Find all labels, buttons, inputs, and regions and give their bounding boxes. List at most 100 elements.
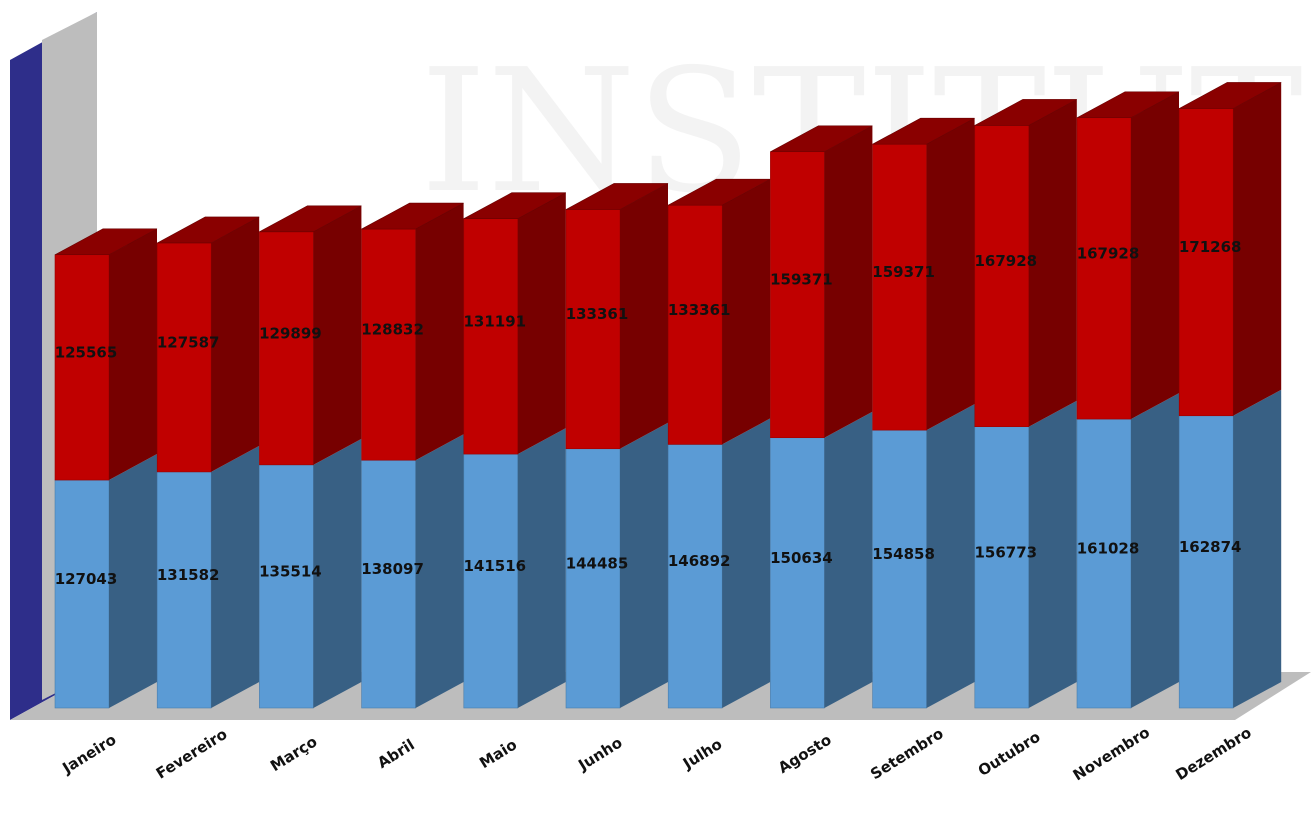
bar-front-maio-1 <box>463 453 519 709</box>
value-labels-layer: 127043 125565 131582 127587 135514 129899 1380… <box>55 238 1242 588</box>
bar-side-agosto-1 <box>824 411 873 708</box>
bar-front-setembro-2 <box>872 143 927 431</box>
value-label-setembro-2: 159371 <box>872 263 935 281</box>
bar-side-fevereiro-1 <box>211 445 260 708</box>
tick-label-agosto: Agosto <box>775 730 835 777</box>
bar-top-maio <box>463 192 566 219</box>
tick-label-marco: Março <box>267 732 320 775</box>
bar-side-janeiro-2 <box>109 228 157 481</box>
bar-side-junho-1 <box>620 422 668 708</box>
bar-side-dezembro-1 <box>1233 389 1282 708</box>
bar-julho-series-1 <box>667 418 771 709</box>
bar-top-agosto <box>770 125 873 153</box>
bar-dezembro-series-2 <box>1178 82 1282 417</box>
bar-novembro-series-1 <box>1076 393 1179 709</box>
bar-front-dezembro-2 <box>1178 108 1234 417</box>
tick-label-outubro: Outubro <box>975 728 1044 780</box>
bar-top-novembro <box>1076 91 1180 119</box>
tick-label-fevereiro: Fevereiro <box>153 725 231 783</box>
bar-side-dezembro-2 <box>1233 82 1282 416</box>
value-label-janeiro-2: 125565 <box>55 343 118 361</box>
bar-side-janeiro-1 <box>109 454 157 708</box>
bar-side-julho-2 <box>722 179 771 445</box>
tick-label-julho: Julho <box>679 735 725 773</box>
value-label-agosto-2: 159371 <box>770 271 833 289</box>
bar-front-janeiro-1 <box>54 479 110 709</box>
tick-label-maio: Maio <box>476 735 520 772</box>
bar-top-abril <box>361 202 464 230</box>
bar-side-setembro-1 <box>926 404 975 708</box>
bar-front-agosto-2 <box>770 151 825 439</box>
tick-label-janeiro: Janeiro <box>59 730 120 777</box>
bar-janeiro-series-1 <box>54 454 157 709</box>
value-label-novembro-2: 167928 <box>1077 244 1140 262</box>
bar-julho-series-2 <box>667 179 771 445</box>
bar-front-outubro-2 <box>974 125 1030 428</box>
value-label-dezembro-1: 162874 <box>1179 538 1242 556</box>
value-label-outubro-2: 167928 <box>974 252 1037 270</box>
bar-front-agosto-1 <box>770 437 825 709</box>
bar-novembro-series-2 <box>1076 91 1179 420</box>
value-label-setembro-1: 154858 <box>872 545 935 563</box>
bar-front-setembro-1 <box>872 429 927 709</box>
value-label-novembro-1: 161028 <box>1077 540 1140 558</box>
tick-label-dezembro: Dezembro <box>1172 723 1254 784</box>
bar-abril-series-2 <box>361 203 464 461</box>
value-label-junho-1: 144485 <box>566 554 629 572</box>
bar-front-outubro-1 <box>974 426 1030 709</box>
bar-front-junho-1 <box>565 448 621 709</box>
value-label-fevereiro-1: 131582 <box>157 566 220 584</box>
bar-front-dezembro-1 <box>1178 415 1234 709</box>
bar-junho-series-1 <box>565 422 668 709</box>
bar-side-marco-1 <box>313 438 362 708</box>
tick-label-abril: Abril <box>374 736 417 772</box>
bar-agosto-series-1 <box>770 411 873 709</box>
bar-side-setembro-2 <box>926 118 975 431</box>
bar-side-outubro-1 <box>1028 400 1077 708</box>
bar-front-abril-2 <box>361 228 416 461</box>
bar-janeiro-series-2 <box>54 228 157 481</box>
bar-front-novembro-2 <box>1076 117 1132 420</box>
bar-front-marco-2 <box>259 231 314 466</box>
category-axis: Janeiro Fevereiro Março Abril Maio Junho Julho… <box>59 723 1255 784</box>
value-label-abril-2: 128832 <box>361 321 424 339</box>
bar-abril-series-1 <box>361 434 464 709</box>
bar-side-outubro-2 <box>1028 99 1077 427</box>
value-label-outubro-1: 156773 <box>974 543 1037 561</box>
bar-front-novembro-1 <box>1076 418 1132 709</box>
tick-label-novembro: Novembro <box>1070 723 1153 784</box>
bar-side-agosto-2 <box>824 125 873 438</box>
bar-fevereiro-series-1 <box>156 445 260 709</box>
bar-front-marco-1 <box>259 464 314 709</box>
bar-top-dezembro <box>1179 82 1282 109</box>
bar-marco-series-2 <box>259 205 362 466</box>
value-label-marco-1: 135514 <box>259 562 322 580</box>
bar-maio-series-2 <box>463 192 566 455</box>
bar-front-julho-1 <box>667 444 723 709</box>
bar-side-marco-2 <box>313 205 362 465</box>
bar-setembro-series-2 <box>872 118 975 431</box>
tick-label-junho: Junho <box>574 733 625 774</box>
bar-front-abril-1 <box>361 459 416 709</box>
bar-top-setembro <box>872 117 975 145</box>
value-label-julho-1: 146892 <box>668 552 731 570</box>
bar-front-fevereiro-2 <box>156 242 212 473</box>
bar-top-marco <box>259 205 362 233</box>
bar-front-janeiro-2 <box>54 254 110 481</box>
bar-side-novembro-1 <box>1131 393 1179 708</box>
bar-side-junho-2 <box>620 183 668 449</box>
bar-top-outubro <box>974 99 1077 126</box>
bar-top-fevereiro <box>157 216 260 244</box>
bar-fevereiro-series-2 <box>156 216 260 473</box>
bar-side-julho-1 <box>722 418 771 708</box>
value-label-fevereiro-2: 127587 <box>157 333 220 351</box>
bar-front-maio-2 <box>463 218 519 455</box>
bar-dezembro-series-1 <box>1178 389 1282 709</box>
value-label-junho-2: 133361 <box>566 305 629 323</box>
bars-layer <box>54 82 1282 709</box>
bar-maio-series-1 <box>463 428 566 709</box>
bar-side-fevereiro-2 <box>211 216 260 472</box>
tick-label-setembro: Setembro <box>867 724 946 783</box>
bar-side-maio-2 <box>517 192 566 455</box>
